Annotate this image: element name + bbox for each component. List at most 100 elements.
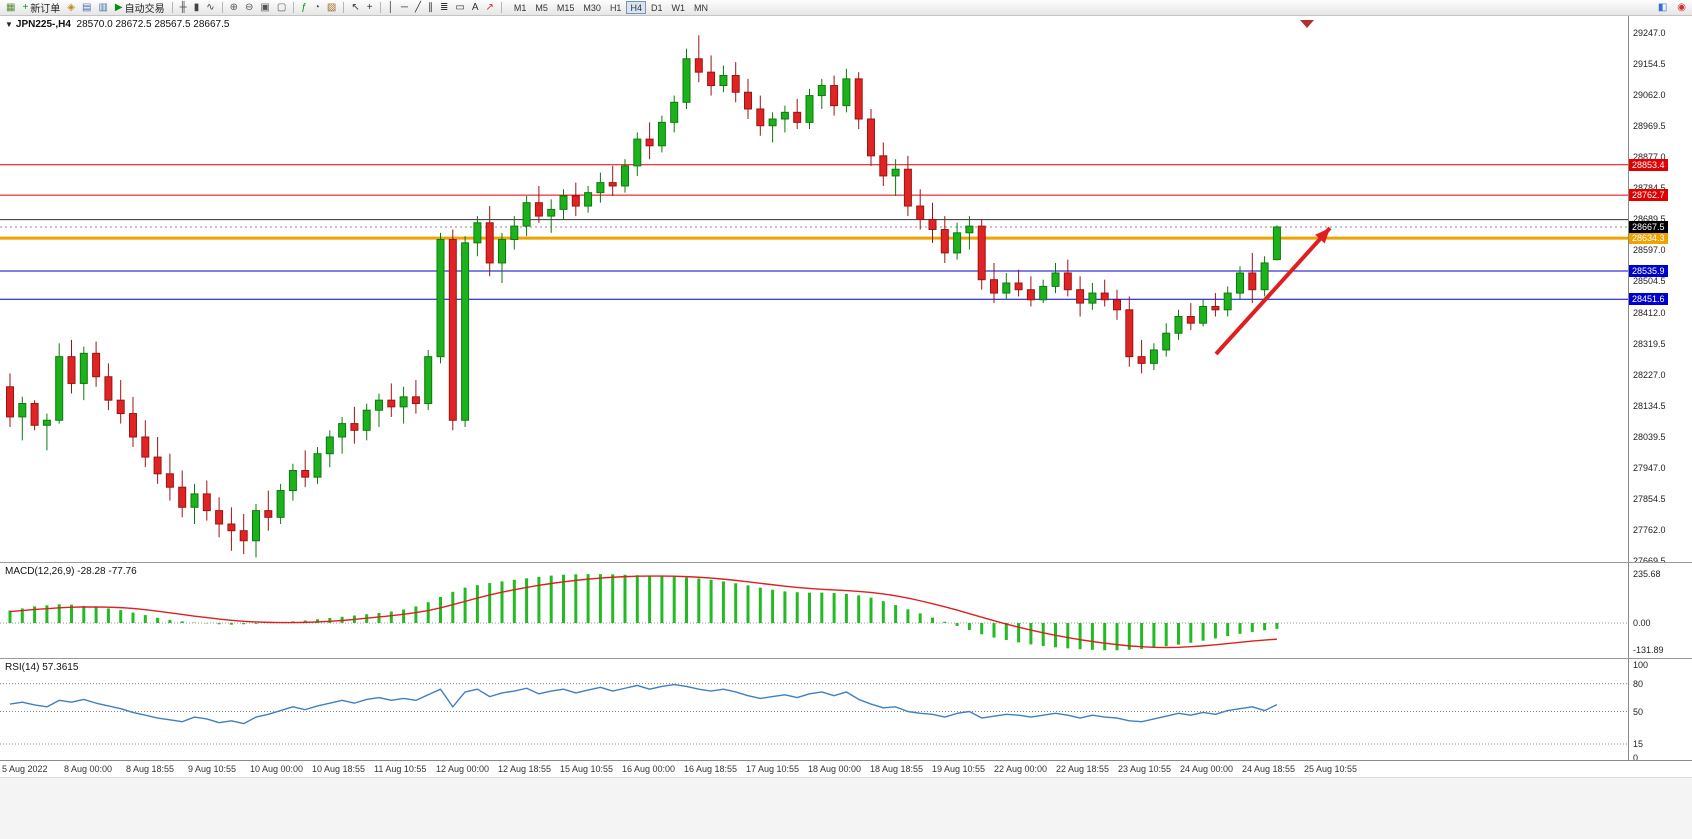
time-axis-label: 19 Aug 10:55 — [932, 764, 986, 774]
trend-arrow[interactable] — [1214, 226, 1332, 356]
templates-icon[interactable]: ▨ — [324, 1, 339, 15]
candle — [903, 168, 912, 207]
price-axis-tick: 28877.0 — [1633, 152, 1666, 163]
new-window-icon[interactable]: ◧ — [1655, 1, 1670, 15]
candlestick-type-icon[interactable]: ▮ — [191, 1, 203, 15]
bar-chart-type-icon[interactable]: ╫ — [177, 1, 190, 15]
new-order-icon: + — [22, 1, 29, 13]
rsi-canvas[interactable] — [0, 659, 1628, 761]
vertical-line-icon[interactable]: │ — [385, 1, 397, 15]
candle — [1174, 315, 1183, 334]
timeframe-m5[interactable]: M5 — [535, 3, 548, 13]
timeframe-w1[interactable]: W1 — [671, 3, 685, 13]
candle — [276, 490, 285, 518]
vertical-line-icon: │ — [387, 1, 394, 13]
price-tag: 28535.9 — [1629, 265, 1668, 277]
new-order-button-label: 新订单 — [30, 4, 61, 15]
tile-windows-icon[interactable]: ▣ — [257, 1, 272, 15]
navigator-icon[interactable]: ◈ — [64, 1, 78, 15]
auto-arrange-icon[interactable]: ▢ — [274, 1, 289, 15]
price-axis[interactable]: 29247.0 29154.5 29062.0 28969.5 28877.0 28784… — [1628, 16, 1692, 566]
candle — [301, 469, 310, 478]
shapes-icon[interactable]: ▭ — [452, 1, 467, 15]
candle — [1199, 305, 1208, 324]
candle — [756, 108, 765, 127]
price-axis-tick: 28227.0 — [1633, 369, 1666, 380]
timeframe-m30[interactable]: M30 — [583, 3, 601, 13]
price-axis-tick: 28134.5 — [1633, 400, 1666, 411]
candle — [1051, 272, 1060, 287]
macd-axis: 235.68 0.00 -131.89 — [1628, 563, 1692, 658]
zoom-in-icon[interactable]: ⊕ — [227, 1, 241, 15]
candle — [1039, 285, 1048, 301]
time-axis-label: 16 Aug 00:00 — [622, 764, 676, 774]
candle — [707, 71, 716, 87]
candle — [288, 469, 297, 492]
price-chart-canvas[interactable] — [0, 16, 1628, 562]
indicators-icon[interactable]: ƒ — [298, 1, 310, 15]
candle — [264, 510, 273, 518]
timeframe-m15[interactable]: M15 — [556, 3, 575, 13]
candle — [510, 225, 519, 241]
shapes-icon: ▭ — [455, 1, 465, 13]
periods-icon: ◔ — [313, 1, 320, 13]
macd-panel[interactable]: MACD(12,26,9) -28.28 -77.76 235.68 0.00 -1… — [0, 562, 1692, 658]
rsi-indicator-value: 57.3615 — [42, 662, 79, 673]
candle — [473, 222, 482, 244]
equidistant-channel-icon: ∥ — [427, 1, 433, 13]
candle — [498, 239, 506, 264]
candle — [165, 473, 174, 488]
timeframe-h1[interactable]: H1 — [609, 3, 622, 13]
macd-indicator-values: -28.28 -77.76 — [77, 566, 137, 577]
candle — [178, 486, 187, 508]
autotrading-button[interactable]: ▶ 自动交易 — [112, 1, 168, 16]
new-chart-icon[interactable]: ▦ — [3, 1, 18, 15]
time-axis-label: 18 Aug 18:55 — [870, 764, 924, 774]
symbol-dropdown-icon[interactable]: ▼ — [5, 20, 13, 29]
candle — [522, 202, 531, 227]
candle — [239, 530, 248, 542]
candle — [325, 436, 334, 455]
timeframe-h4[interactable]: H4 — [626, 1, 646, 14]
time-axis-label: 22 Aug 18:55 — [1056, 764, 1110, 774]
line-chart-type-icon[interactable]: ∿ — [203, 1, 217, 15]
trendline-icon[interactable]: ╱ — [412, 1, 424, 15]
arrows-tool-icon[interactable]: ↗ — [482, 1, 496, 15]
crosshair-icon[interactable]: + — [364, 1, 376, 15]
chart-shift-marker[interactable] — [1300, 20, 1314, 28]
time-axis[interactable]: 5 Aug 2022 8 Aug 00:00 8 Aug 18:55 9 Aug 10… — [0, 760, 1692, 777]
templates-icon: ▨ — [326, 1, 337, 13]
candle — [608, 182, 617, 187]
candle — [1063, 272, 1072, 291]
rsi-panel[interactable]: RSI(14) 57.3615 100 80 50 15 0 — [0, 658, 1692, 763]
horizontal-line-icon: ─ — [400, 1, 408, 13]
timeframe-m1[interactable]: M1 — [513, 3, 527, 13]
price-chart-panel[interactable]: ▼ JPN225-,H4 28570.0 28672.5 28567.5 2866… — [0, 16, 1692, 566]
timeframe-mn[interactable]: MN — [693, 3, 708, 13]
candle — [18, 403, 27, 418]
candle — [485, 222, 494, 264]
zoom-out-icon[interactable]: ⊖ — [242, 1, 256, 15]
market-watch-icon[interactable]: ▤ — [79, 1, 94, 15]
periods-icon[interactable]: ◔ — [311, 1, 323, 15]
time-axis-label: 10 Aug 18:55 — [312, 764, 366, 774]
cursor-icon[interactable]: ↖ — [348, 1, 362, 15]
text-label-icon[interactable]: A — [469, 1, 482, 15]
horizontal-line-icon[interactable]: ─ — [398, 1, 411, 15]
timeframe-d1[interactable]: D1 — [650, 3, 663, 13]
candle — [1026, 289, 1035, 301]
arrows-tool-icon: ↗ — [485, 1, 494, 13]
strategy-tester-icon[interactable]: ▥ — [95, 1, 110, 15]
auto-arrange-icon: ▢ — [276, 1, 287, 13]
macd-canvas[interactable] — [0, 563, 1628, 659]
fibonacci-icon[interactable]: ≣ — [437, 1, 451, 15]
price-tag: 28667.5 — [1629, 220, 1668, 233]
candle — [1236, 272, 1244, 294]
candle — [867, 118, 875, 157]
equidistant-channel-icon[interactable]: ∥ — [425, 1, 436, 15]
candle — [1014, 282, 1023, 291]
new-order-button[interactable]: + 新订单 — [19, 1, 63, 16]
candle — [313, 453, 322, 478]
alerts-icon[interactable]: ◉ — [1674, 1, 1689, 15]
candle — [362, 409, 371, 431]
